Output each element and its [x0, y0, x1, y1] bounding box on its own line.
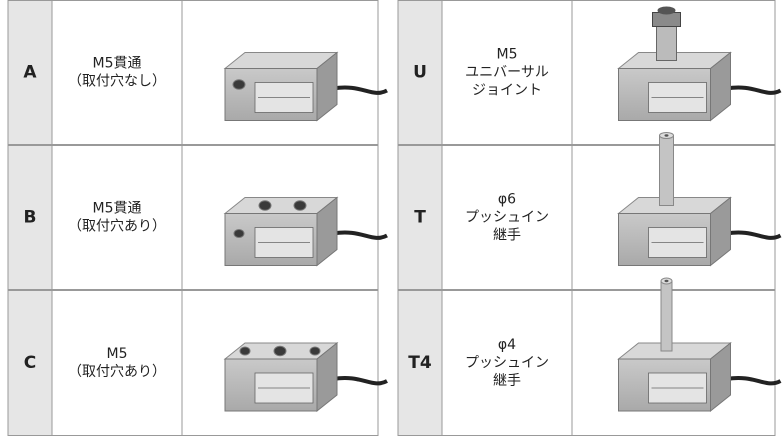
- tube-bore: [664, 279, 669, 283]
- product-description: M5: [107, 346, 128, 362]
- fitting-nut: [652, 12, 681, 27]
- product-description: φ6: [498, 192, 516, 208]
- product-image: [617, 6, 782, 122]
- port-hole: [258, 200, 272, 211]
- product-description: M5貫通: [93, 56, 142, 72]
- product-description: φ4: [498, 337, 516, 353]
- product-description: （取付穴あり）: [68, 364, 166, 380]
- table-row: B M5貫通 （取付穴あり）: [7, 145, 388, 290]
- table-row: A M5貫通 （取付穴なし）: [7, 0, 388, 145]
- code-cell: [8, 290, 52, 436]
- code-cell: [8, 0, 52, 145]
- table-row: C M5 （取付穴あり）: [7, 290, 388, 436]
- cable: [726, 85, 782, 95]
- fitting-body: [656, 26, 677, 61]
- product-image: [223, 341, 388, 413]
- tube-bore: [664, 134, 669, 137]
- product-description: M5: [497, 47, 518, 63]
- port-hole: [293, 200, 307, 211]
- port-hole: [309, 346, 321, 356]
- cable: [726, 376, 782, 386]
- product-image: [617, 277, 782, 413]
- product-code: C: [24, 353, 36, 373]
- code-cell: [398, 290, 442, 436]
- fitting-top: [657, 6, 676, 15]
- product-code: U: [413, 63, 427, 83]
- product-description: M5貫通: [93, 201, 142, 217]
- code-cell: [8, 145, 52, 290]
- product-description: （取付穴なし）: [68, 74, 166, 90]
- product-description: （取付穴あり）: [68, 219, 166, 235]
- code-cell: [398, 0, 442, 145]
- product-description: ジョイント: [472, 83, 542, 99]
- product-code: A: [23, 63, 37, 83]
- product-code: T: [414, 208, 426, 228]
- product-image: [223, 196, 388, 267]
- port-hole: [232, 79, 246, 90]
- product-image: [223, 51, 388, 122]
- product-image: [617, 132, 782, 267]
- product-description: 継手: [493, 228, 521, 244]
- product-description: 継手: [493, 373, 521, 389]
- push-in-tube: [660, 280, 673, 352]
- port-hole: [273, 345, 287, 357]
- cable: [332, 230, 388, 240]
- cable: [332, 376, 388, 386]
- push-in-tube: [659, 135, 674, 206]
- port-hole: [233, 229, 245, 238]
- cable: [726, 230, 782, 240]
- product-code: T4: [408, 353, 432, 373]
- port-hole: [239, 346, 251, 356]
- product-description: プッシュイン: [465, 355, 549, 371]
- cable: [332, 85, 388, 95]
- product-code: B: [24, 208, 37, 228]
- code-cell: [398, 145, 442, 290]
- product-description: プッシュイン: [465, 210, 549, 226]
- product-description: ユニバーサル: [465, 65, 549, 81]
